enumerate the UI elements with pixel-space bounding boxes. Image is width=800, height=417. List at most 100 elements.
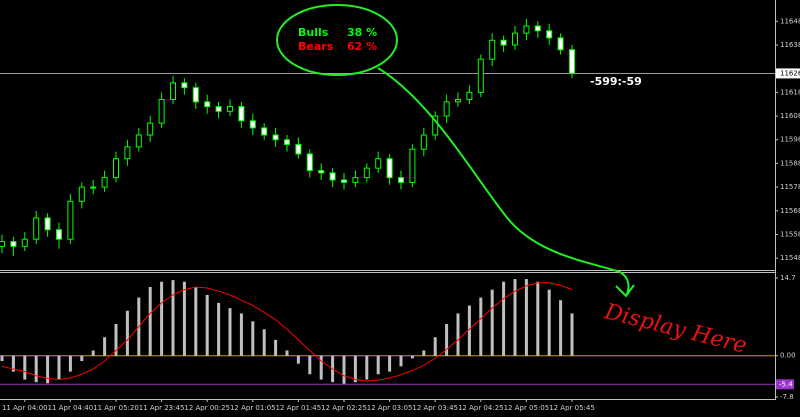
histogram-bar — [319, 355, 323, 380]
candle-body — [318, 170, 325, 174]
histogram-bar — [91, 350, 95, 356]
histogram-bar — [239, 313, 243, 356]
histogram-bar — [125, 310, 129, 356]
x-tick-label: 11 Apr 04:00 — [2, 404, 48, 412]
histogram-bar — [171, 280, 175, 356]
histogram-bar — [160, 281, 164, 356]
x-tick-label: 12 Apr 03:45 — [412, 404, 458, 412]
histogram-bar — [217, 302, 221, 356]
histogram-bar — [570, 313, 574, 356]
candle-body — [420, 134, 427, 150]
candle-body — [512, 32, 518, 46]
histogram-bar — [342, 355, 346, 384]
candle-body — [192, 87, 199, 103]
histogram-bar — [205, 294, 209, 356]
candle-body — [329, 172, 336, 181]
x-tick-label: 12 Apr 04:25 — [458, 404, 504, 412]
candle-body — [0, 241, 5, 247]
histogram-bar — [0, 355, 4, 362]
candle-body — [227, 106, 233, 112]
candle-body — [306, 153, 313, 172]
histogram-bar — [376, 355, 380, 375]
candle-body — [249, 120, 256, 129]
candle-body — [569, 49, 575, 74]
histogram-bar — [467, 305, 471, 356]
histogram-bar — [536, 281, 540, 356]
histogram-bar — [399, 355, 403, 367]
candle-body — [398, 177, 404, 183]
histogram-bar — [433, 337, 437, 356]
histogram-bar — [57, 355, 61, 380]
candle-body — [272, 134, 279, 141]
y-tick-label: 11568 — [780, 207, 800, 215]
histogram-bar — [114, 324, 118, 356]
y-tick-label: 11558 — [780, 230, 800, 238]
candle-body — [546, 30, 553, 39]
candle-body — [90, 186, 97, 189]
histogram-bar — [182, 281, 186, 356]
y-tick-label: 11588 — [780, 159, 800, 167]
candle-body — [295, 143, 302, 155]
histogram-bar — [353, 355, 357, 383]
candle-body — [21, 238, 28, 247]
histogram-bar — [296, 355, 300, 364]
candle-body — [135, 134, 142, 148]
arrow-head — [615, 284, 635, 298]
level-label-box — [776, 379, 794, 390]
y-tick-label: 11648 — [780, 17, 800, 25]
x-tick-label: 12 Apr 02:25 — [321, 404, 367, 412]
candle-body — [261, 127, 268, 136]
histogram-bar — [194, 286, 198, 356]
x-tick-label: 12 Apr 00:25 — [184, 404, 230, 412]
histogram-bar — [285, 350, 289, 356]
candle-body — [500, 39, 507, 46]
y-tick-label: 11598 — [780, 136, 800, 144]
histogram-bar — [262, 329, 266, 356]
candle-body — [341, 179, 347, 183]
level-label: -5.4 — [779, 380, 793, 388]
candle-body — [10, 241, 17, 247]
x-tick-label: 12 Apr 05:05 — [504, 404, 550, 412]
histogram-bar — [274, 339, 278, 356]
histogram-bar — [46, 355, 50, 384]
annotation: -599:-59 — [590, 75, 642, 88]
x-tick-label: 12 Apr 05:45 — [549, 404, 595, 412]
candle-body — [557, 37, 564, 51]
x-tick-label: 12 Apr 01:05 — [230, 404, 276, 412]
candle-body — [181, 82, 188, 89]
candle-body — [375, 158, 382, 169]
histogram-bar — [80, 355, 84, 362]
x-tick-label: 11 Apr 04:40 — [48, 404, 94, 412]
y-tick-label: 11618 — [780, 88, 800, 96]
candle-body — [215, 106, 222, 112]
histogram-bar — [388, 355, 392, 372]
histogram-bar — [422, 350, 426, 356]
histogram-bar — [410, 355, 414, 359]
histogram-bar — [365, 355, 369, 380]
candle-body — [409, 148, 416, 183]
histogram-bar — [228, 308, 232, 356]
sentiment-value: 38 % — [347, 26, 377, 39]
y-tick-label: 11578 — [780, 183, 800, 191]
y-tick-label: 14.7 — [780, 274, 796, 282]
candle-body — [204, 101, 211, 108]
histogram-bar — [479, 297, 483, 356]
histogram-bar — [23, 355, 27, 380]
candle-body — [466, 91, 473, 100]
histogram-bar — [445, 324, 449, 356]
candle-body — [443, 101, 450, 117]
candle-body — [432, 115, 439, 136]
candle-body — [477, 58, 484, 93]
histogram-bar — [251, 321, 255, 356]
candle-body — [101, 177, 108, 188]
candle-body — [67, 200, 74, 240]
y-tick-label: 11608 — [780, 112, 800, 120]
histogram-bar — [490, 289, 494, 356]
candle-body — [523, 25, 530, 34]
sentiment-name: Bears — [298, 40, 334, 53]
candle-body — [78, 186, 85, 202]
histogram-bar — [559, 300, 563, 356]
candle-body — [124, 146, 131, 160]
